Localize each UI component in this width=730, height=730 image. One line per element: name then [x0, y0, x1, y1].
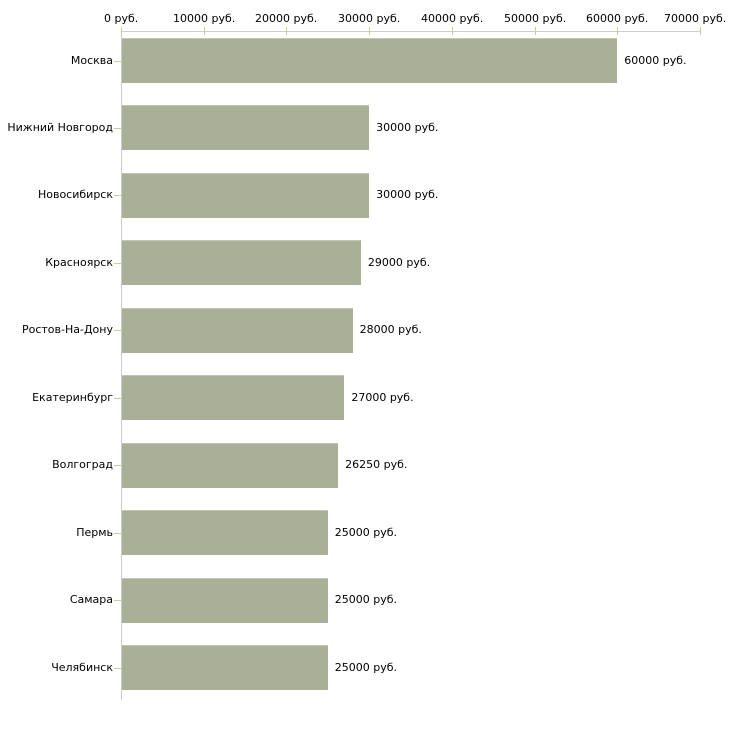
category-label: Нижний Новгород: [7, 120, 113, 134]
bar: [122, 240, 361, 286]
x-axis-tick: [700, 27, 701, 35]
y-axis-tick: [114, 128, 121, 129]
x-axis-tick: [121, 27, 122, 35]
category-label: Пермь: [76, 525, 113, 539]
y-axis-tick: [114, 195, 121, 196]
x-axis-tick-label: 70000 руб.: [664, 12, 727, 25]
x-axis-tick-label: 10000 руб.: [173, 12, 236, 25]
x-axis-tick-label: 0 руб.: [104, 12, 139, 25]
y-axis-tick: [114, 263, 121, 264]
value-label: 30000 руб.: [376, 120, 439, 134]
value-label: 25000 руб.: [334, 593, 398, 607]
x-axis-tick: [204, 27, 205, 35]
y-axis-tick: [114, 533, 121, 534]
value-label: 27000 руб.: [351, 390, 414, 404]
bar: [122, 442, 339, 488]
y-axis-tick: [114, 330, 121, 331]
bar: [122, 510, 328, 556]
x-axis-tick-label: 20000 руб.: [255, 12, 318, 25]
bar: [122, 105, 370, 151]
y-axis-tick: [114, 668, 121, 669]
bar: [122, 645, 328, 691]
x-axis-tick: [286, 27, 287, 35]
y-axis-tick: [114, 398, 121, 399]
x-axis-tick-label: 30000 руб.: [338, 12, 401, 25]
category-label: Красноярск: [45, 255, 113, 269]
y-axis-line: [121, 31, 122, 700]
x-axis-tick: [535, 27, 536, 35]
x-axis-tick: [369, 27, 370, 35]
x-axis-tick-label: 50000 руб.: [504, 12, 567, 25]
x-axis-tick-label: 60000 руб.: [586, 12, 649, 25]
category-label: Новосибирск: [37, 188, 113, 202]
value-label: 60000 руб.: [624, 53, 687, 67]
value-label: 25000 руб.: [334, 660, 398, 674]
value-label: 30000 руб.: [376, 188, 439, 202]
bar: [122, 172, 370, 218]
bar: [122, 375, 345, 421]
category-label: Екатеринбург: [32, 390, 113, 404]
value-label: 25000 руб.: [334, 525, 398, 539]
bar: [122, 38, 618, 83]
category-label: Самара: [69, 593, 113, 607]
y-axis-tick: [114, 61, 121, 62]
category-label: Ростов-На-Дону: [21, 323, 113, 337]
x-axis-tick-label: 40000 руб.: [421, 12, 484, 25]
value-label: 28000 руб.: [359, 323, 422, 337]
x-axis-line: [121, 31, 701, 32]
x-axis-tick: [452, 27, 453, 35]
value-label: 29000 руб.: [367, 255, 431, 269]
category-label: Волгоград: [52, 458, 113, 472]
y-axis-tick: [114, 465, 121, 466]
y-axis-tick: [114, 600, 121, 601]
category-label: Челябинск: [51, 660, 113, 674]
bar: [122, 577, 328, 623]
category-label: Москва: [70, 53, 113, 67]
bar: [122, 307, 353, 353]
value-label: 26250 руб.: [345, 458, 408, 472]
x-axis-tick: [617, 27, 618, 35]
